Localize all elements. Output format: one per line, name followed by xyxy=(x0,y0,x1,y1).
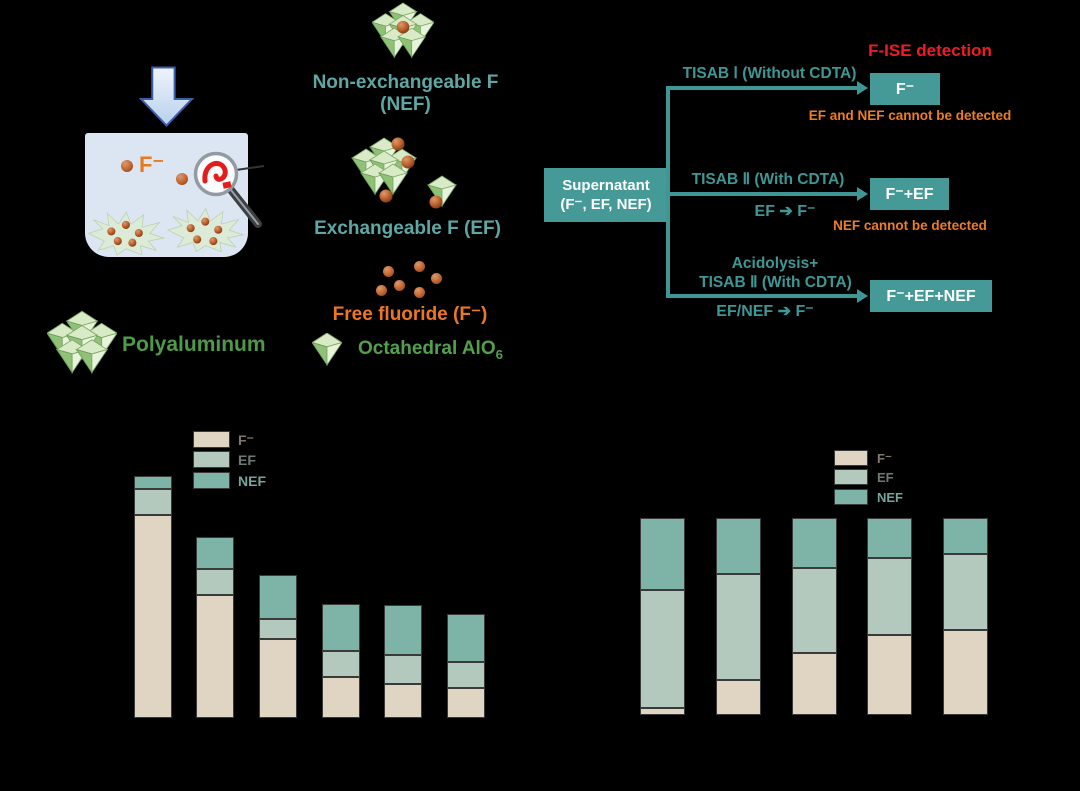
branch2-result-box: F⁻+EF xyxy=(870,178,949,210)
bar-segment-f xyxy=(867,635,912,715)
bar-segment-ef xyxy=(867,558,912,636)
polyaluminum-icon xyxy=(47,309,117,377)
bar-segment-nef xyxy=(447,613,485,663)
bar-segment-ef xyxy=(196,569,234,595)
octahedron-icon xyxy=(312,333,342,366)
polyaluminum-label: Polyaluminum xyxy=(122,333,266,356)
branch3-arrowhead-icon xyxy=(857,289,868,303)
branch2-label: TISAB Ⅱ (With CDTA) xyxy=(691,171,845,188)
bar-segment-nef xyxy=(943,518,988,555)
branch3-arrow-line xyxy=(666,294,858,298)
supernatant-line2: (F⁻, EF, NEF) xyxy=(560,196,652,213)
legend-label-f: F⁻ xyxy=(877,451,892,466)
free-fluoride-title: Free fluoride (F⁻) xyxy=(332,304,488,325)
bar-segment-f xyxy=(943,630,988,715)
legend-label-ef: EF xyxy=(877,470,894,485)
legend-swatch-ef xyxy=(193,451,230,468)
bar-segment-ef xyxy=(134,489,172,515)
bar-segment-f xyxy=(322,676,360,718)
nef-subtitle: (NEF) xyxy=(380,94,431,115)
legend-swatch-f xyxy=(834,450,868,466)
branch3-label-line1: Acidolysis+ xyxy=(731,255,819,272)
floc-particles xyxy=(88,208,244,256)
bar-segment-nef xyxy=(196,536,234,570)
legend-swatch-f xyxy=(193,431,230,448)
branch2-note: NEF cannot be detected xyxy=(833,218,987,233)
fluoride-dot xyxy=(376,285,387,296)
down-arrow-icon xyxy=(139,66,194,127)
supernatant-line1: Supernatant xyxy=(562,176,650,194)
fluoride-dot xyxy=(414,261,425,272)
bar-segment-ef xyxy=(640,589,685,709)
beaker-fluoride-label: F⁻ xyxy=(139,152,165,177)
branch1-label: TISAB Ⅰ (Without CDTA) xyxy=(682,65,857,82)
bar-segment-ef xyxy=(447,662,485,688)
bar-segment-ef xyxy=(384,655,422,685)
bar-segment-f xyxy=(196,594,234,718)
branch2-arrow-line xyxy=(666,192,858,196)
bar-segment-f xyxy=(792,652,837,715)
fluoride-dot xyxy=(176,173,188,185)
fluoride-dot xyxy=(383,266,394,277)
bar-segment-nef xyxy=(867,518,912,559)
left-stacked-bar-chart xyxy=(120,460,500,718)
bar-segment-f xyxy=(384,684,422,718)
fluoride-dot xyxy=(414,287,425,298)
branch2-arrowhead-icon xyxy=(857,187,868,201)
legend-label-nef: NEF xyxy=(238,473,266,489)
legend-swatch-nef xyxy=(834,489,868,505)
bar-segment-f xyxy=(716,679,761,715)
fluoride-dot xyxy=(394,280,405,291)
right-stacked-bar-chart xyxy=(630,512,1000,715)
branch1-note: EF and NEF cannot be detected xyxy=(808,108,1012,123)
supernatant-box: Supernatant (F⁻, EF, NEF) xyxy=(544,168,668,222)
bar-segment-f xyxy=(640,708,685,715)
branch3-label-line2: TISAB Ⅱ (With CDTA) xyxy=(699,274,852,291)
magnifier-icon xyxy=(193,151,265,228)
branch3-reaction: EF/NEF ➔ F⁻ xyxy=(716,303,814,320)
bar-segment-f xyxy=(134,514,172,718)
bar-segment-nef xyxy=(792,518,837,569)
bar-segment-ef xyxy=(792,568,837,653)
fluoride-dot xyxy=(121,160,133,172)
bar-segment-nef xyxy=(716,518,761,575)
branch3-result-box: F⁻+EF+NEF xyxy=(870,280,992,312)
legend-swatch-nef xyxy=(193,472,230,489)
bar-segment-f xyxy=(447,687,485,718)
branch1-arrowhead-icon xyxy=(857,81,868,95)
bar-segment-nef xyxy=(259,575,297,619)
legend-swatch-ef xyxy=(834,469,868,485)
bar-segment-ef xyxy=(716,574,761,680)
detection-title: F-ISE detection xyxy=(868,41,992,60)
ef-cluster-icon xyxy=(350,137,457,209)
legend-label-ef: EF xyxy=(238,452,256,468)
octahedral-label-text: Octahedral AlO xyxy=(358,338,496,359)
fluoride-dot xyxy=(431,273,442,284)
nef-title: Non-exchangeable F xyxy=(312,72,499,93)
ef-title: Exchangeable F (EF) xyxy=(314,218,501,239)
bar-segment-nef xyxy=(384,605,422,656)
branch2-reaction: EF ➔ F⁻ xyxy=(754,203,816,220)
bar-segment-ef xyxy=(322,651,360,677)
branch1-result-box: F⁻ xyxy=(870,73,940,105)
legend-label-nef: NEF xyxy=(877,490,903,505)
octahedral-label-sub: 6 xyxy=(495,346,504,362)
bar-segment-nef xyxy=(322,604,360,652)
branch1-arrow-line xyxy=(666,86,858,90)
bar-segment-ef xyxy=(943,554,988,631)
nef-cluster-icon xyxy=(372,2,434,60)
bar-segment-f xyxy=(259,639,297,718)
bar-segment-nef xyxy=(640,518,685,590)
octahedral-label: Octahedral AlO6 xyxy=(358,338,503,362)
bar-segment-ef xyxy=(259,618,297,640)
bar-segment-nef xyxy=(134,476,172,490)
legend-label-f: F⁻ xyxy=(238,432,254,448)
